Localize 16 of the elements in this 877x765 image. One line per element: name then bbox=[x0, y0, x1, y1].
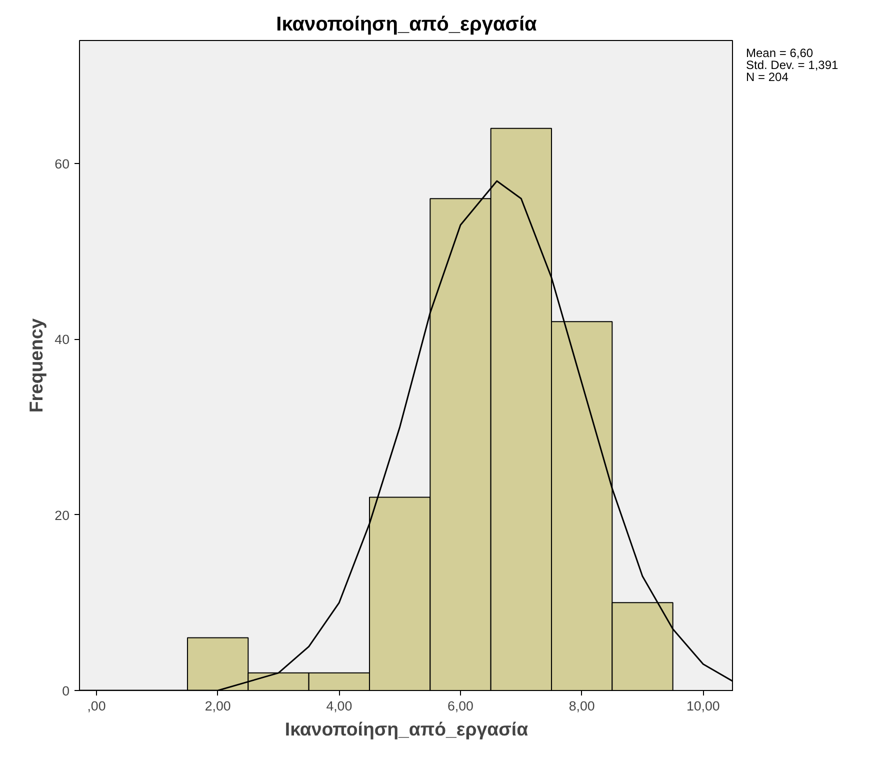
y-tick-label: 0 bbox=[62, 684, 70, 698]
text: N = 204 bbox=[746, 70, 790, 84]
y-tick-label: 60 bbox=[54, 156, 70, 172]
x-tick-label: 8,00 bbox=[568, 698, 595, 714]
text: Mean = 6,60 bbox=[746, 46, 814, 60]
y-axis-title: Frequency bbox=[26, 318, 47, 413]
x-tick-label: 10,00 bbox=[686, 698, 720, 714]
chart-title: Ικανοποίηση_από_εργασία bbox=[276, 14, 538, 36]
x-tick-label: 6,00 bbox=[448, 698, 474, 714]
x-axis-title: Ικανοποίηση_από_εργασία bbox=[284, 718, 529, 740]
text: Std. Dev. = 1,391 bbox=[746, 58, 838, 72]
y-tick-label: 40 bbox=[54, 332, 70, 348]
x-tick-label: 2,00 bbox=[204, 698, 231, 714]
x-tick-label: 4,00 bbox=[326, 698, 352, 714]
x-tick-label: ,00 bbox=[87, 698, 106, 714]
y-tick-label: 20 bbox=[54, 508, 70, 523]
